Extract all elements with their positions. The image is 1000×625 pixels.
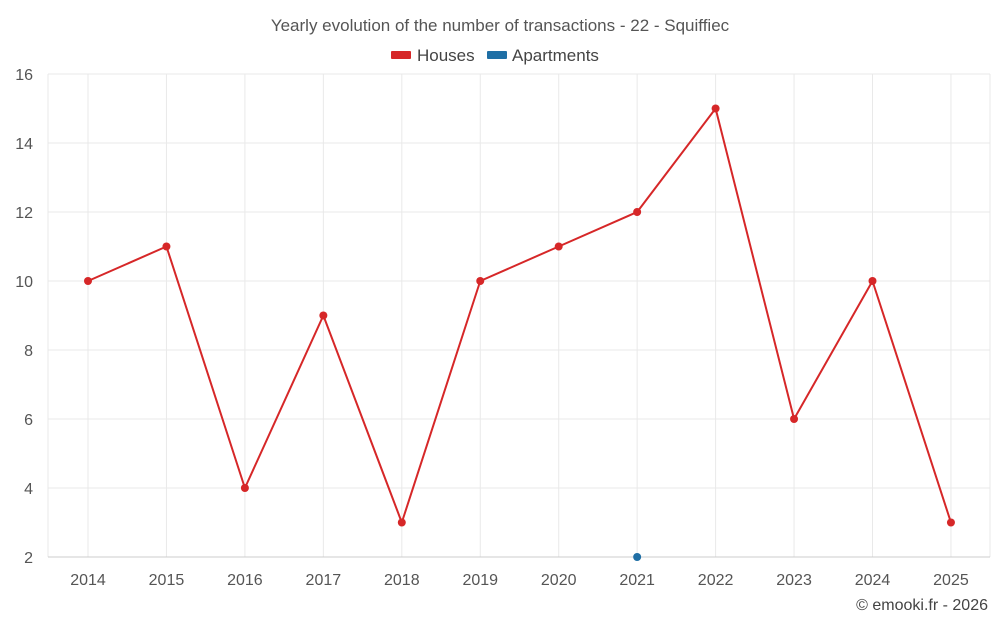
x-tick-label: 2022 — [698, 572, 734, 589]
y-tick-label: 14 — [15, 136, 33, 153]
data-point-houses[interactable] — [633, 208, 642, 216]
data-point-houses[interactable] — [240, 484, 249, 492]
data-point-houses[interactable] — [319, 311, 328, 320]
series-line-houses — [87, 107, 952, 524]
grid — [47, 73, 991, 558]
legend-label-apartments: Apartments — [512, 46, 599, 65]
x-tick-label: 2025 — [933, 572, 969, 589]
x-tick-label: 2014 — [70, 572, 106, 589]
y-tick-label: 10 — [15, 274, 33, 291]
y-tick-label: 16 — [15, 67, 33, 84]
x-tick-label: 2019 — [462, 572, 498, 589]
x-tick-label: 2023 — [776, 572, 812, 589]
data-point-houses[interactable] — [84, 277, 92, 285]
y-tick-label: 12 — [15, 205, 33, 222]
y-tick-label: 2 — [24, 550, 33, 567]
y-tick-label: 8 — [24, 343, 33, 360]
y-axis-ticks: 2 4 6 8 10 12 14 16 — [15, 67, 33, 567]
x-tick-label: 2021 — [619, 572, 655, 589]
data-point-apartments[interactable] — [633, 553, 642, 561]
data-point-houses[interactable] — [476, 277, 485, 285]
x-tick-label: 2018 — [384, 572, 420, 589]
credit-text: © emooki.fr - 2026 — [856, 597, 988, 614]
legend-swatch-houses — [391, 51, 411, 59]
y-tick-label: 6 — [24, 412, 33, 429]
legend: Houses Apartments — [391, 46, 599, 65]
series — [84, 104, 955, 561]
data-point-houses[interactable] — [868, 277, 877, 285]
data-point-houses[interactable] — [397, 518, 406, 527]
x-tick-label: 2017 — [306, 572, 342, 589]
data-point-houses[interactable] — [554, 242, 563, 251]
legend-item-houses[interactable]: Houses — [391, 46, 475, 65]
x-tick-label: 2015 — [149, 572, 185, 589]
data-point-houses[interactable] — [162, 242, 171, 251]
x-tick-label: 2016 — [227, 572, 263, 589]
data-point-houses[interactable] — [946, 518, 955, 527]
x-tick-label: 2024 — [855, 572, 891, 589]
data-point-houses[interactable] — [711, 104, 720, 113]
x-tick-label: 2020 — [541, 572, 577, 589]
legend-item-apartments[interactable]: Apartments — [487, 46, 599, 65]
x-axis-ticks: 2014 2015 2016 2017 2018 2019 2020 2021 2022 2023… — [70, 572, 969, 589]
y-tick-label: 4 — [24, 481, 33, 498]
legend-label-houses: Houses — [417, 46, 475, 65]
legend-swatch-apartments — [487, 51, 507, 59]
chart-title: Yearly evolution of the number of transa… — [271, 16, 730, 35]
data-point-houses[interactable] — [790, 415, 799, 423]
